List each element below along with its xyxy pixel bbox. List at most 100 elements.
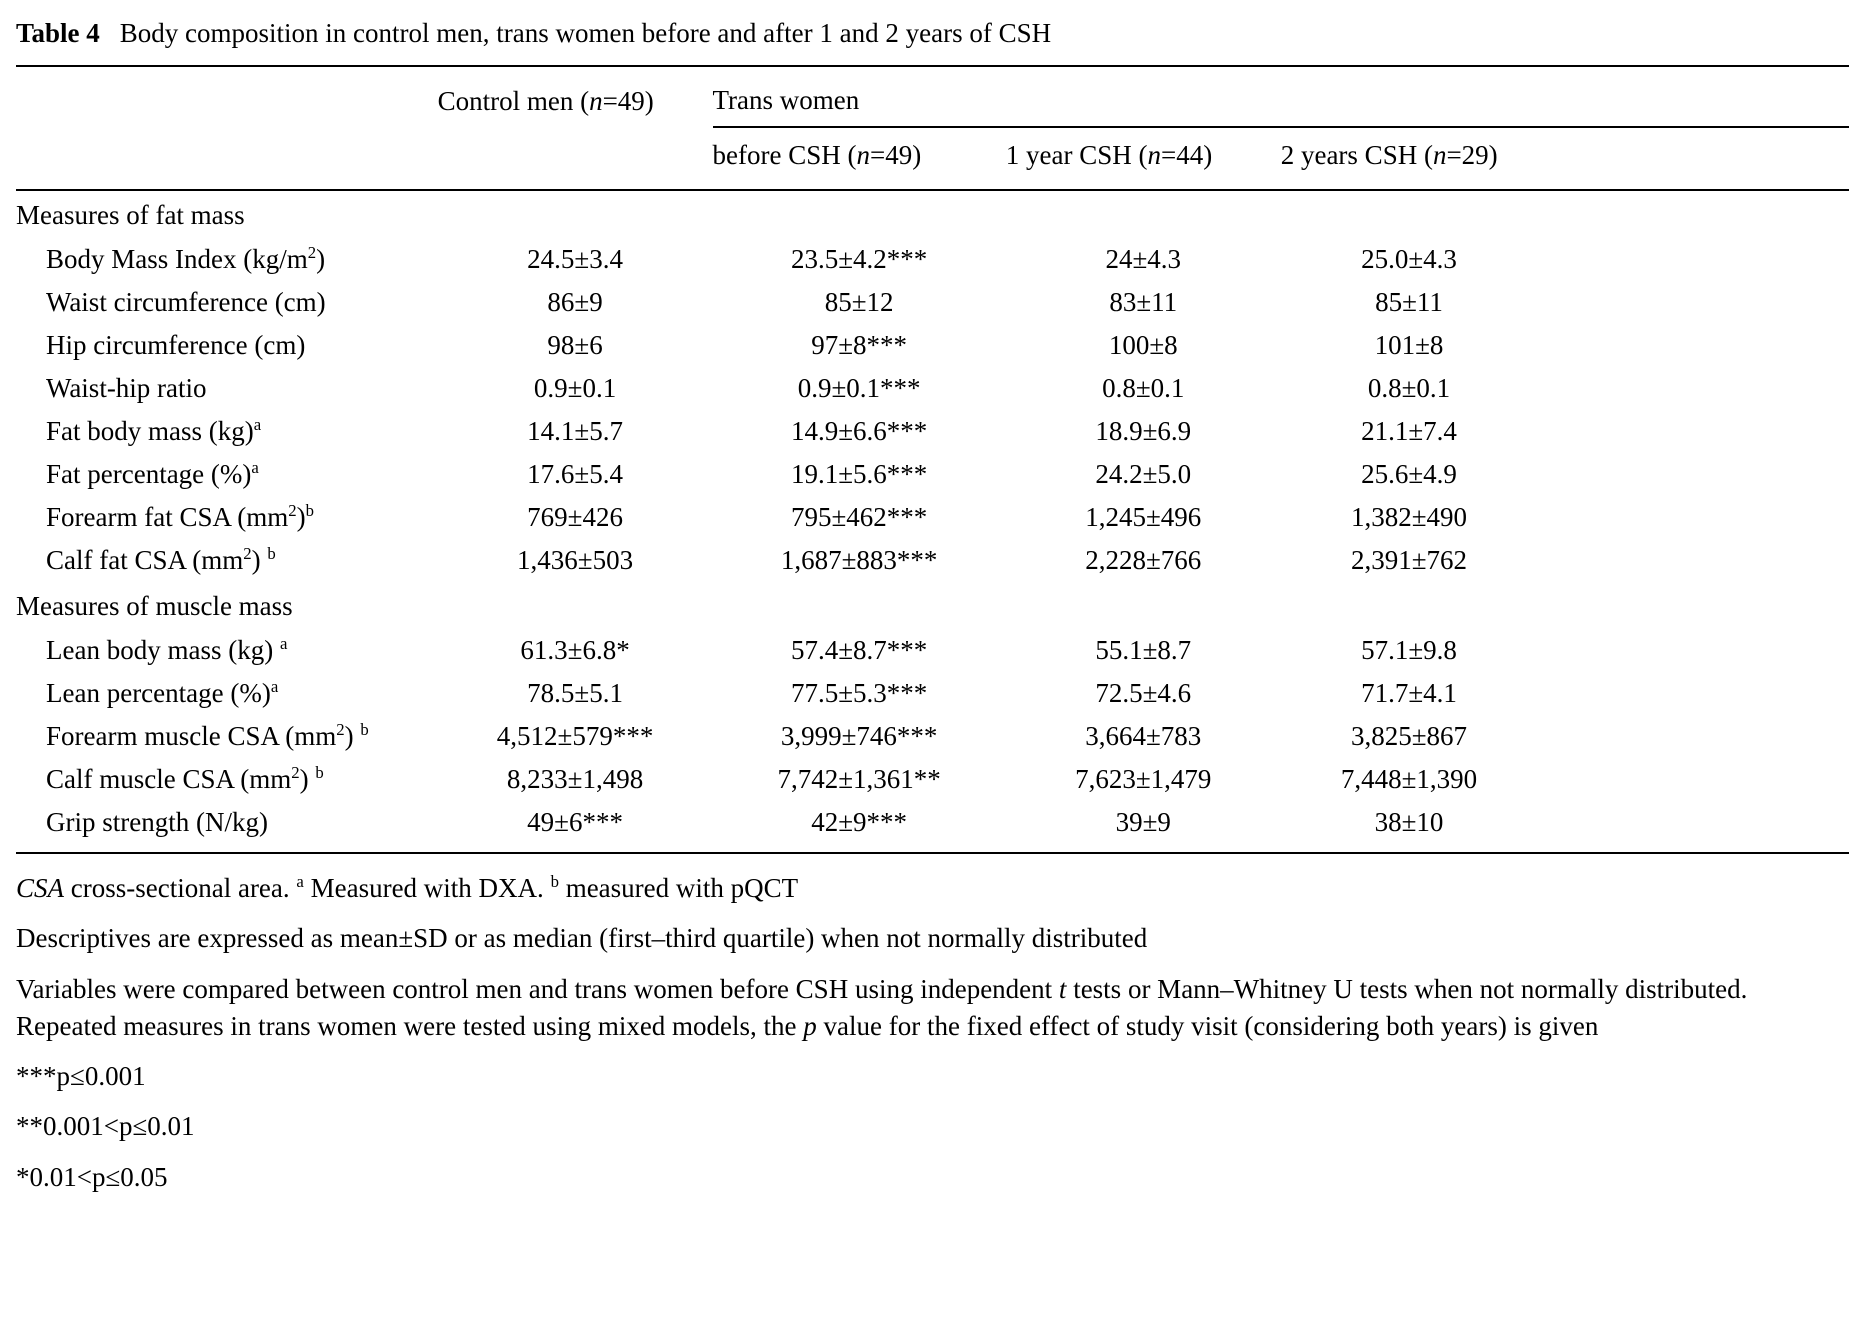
spacer-cell xyxy=(1537,324,1849,367)
spacer-cell xyxy=(1537,367,1849,410)
value-cell: 24±4.3 xyxy=(1105,244,1182,274)
footnote: CSA cross-sectional area. a Measured wit… xyxy=(16,872,799,903)
value-cell: 0.9±0.1*** xyxy=(797,373,921,403)
section-header: Measures of muscle mass xyxy=(16,591,293,621)
table-row: Waist circumference (cm) 86±9 85±12 83±11 85… xyxy=(16,281,1849,324)
section-header-row: Measures of fat mass xyxy=(16,190,1849,238)
value-cell: 14.9±6.6*** xyxy=(790,416,928,446)
column-subheader-1-year-csh: 1 year CSH (n=44) xyxy=(1005,127,1281,191)
value-cell: 2,391±762 xyxy=(1350,545,1468,575)
spacer-cell xyxy=(1537,801,1849,854)
table-row: Forearm fat CSA (mm2)b 769±426 795±462*** 1… xyxy=(16,496,1849,539)
value-cell: 0.8±0.1 xyxy=(1367,373,1451,403)
table-header: Control men (n=49) Trans women before CS… xyxy=(16,67,1849,191)
footnote: Descriptives are expressed as mean±SD or… xyxy=(16,923,1148,954)
value-cell: 86±9 xyxy=(547,287,603,317)
value-cell: 42±9*** xyxy=(712,801,1006,854)
value-cell: 85±12 xyxy=(824,287,894,317)
value-cell: 7,448±1,390 xyxy=(1340,764,1478,794)
table-row: Lean percentage (%)a 78.5±5.1 77.5±5.3*** 7… xyxy=(16,672,1849,715)
value-cell: 55.1±8.7 xyxy=(1095,635,1192,665)
value-cell: 61.3±6.8* xyxy=(520,635,630,665)
section-header: Measures of fat mass xyxy=(16,200,245,230)
value-cell: 83±11 xyxy=(1109,287,1178,317)
value-cell: 98±6 xyxy=(547,330,603,360)
table-row: Waist-hip ratio 0.9±0.1 0.9±0.1*** 0.8±0.1 0… xyxy=(16,367,1849,410)
value-cell: 19.1±5.6*** xyxy=(790,459,928,489)
value-cell: 0.8±0.1 xyxy=(1102,373,1185,403)
value-cell: 21.1±7.4 xyxy=(1361,416,1457,446)
value-cell: 1,687±883*** xyxy=(780,545,938,575)
column-group-header-trans-women: Trans women xyxy=(712,67,1849,128)
row-label: Lean body mass (kg) a xyxy=(46,634,288,665)
value-cell: 24.2±5.0 xyxy=(1095,459,1192,489)
value-cell: 23.5±4.2*** xyxy=(790,244,928,274)
footnote: **0.001<p≤0.01 xyxy=(16,1111,195,1142)
row-label: Fat body mass (kg)a xyxy=(46,415,262,446)
spacer-cell xyxy=(1537,238,1849,281)
value-cell: 71.7±4.1 xyxy=(1361,678,1457,708)
value-cell: 14.1±5.7 xyxy=(527,416,623,446)
table-body: Measures of fat mass Body Mass Index (kg/… xyxy=(16,190,1849,854)
value-cell: 3,825±867 xyxy=(1350,721,1468,751)
value-cell: 49±6*** xyxy=(437,801,713,854)
spacer-cell xyxy=(1537,672,1849,715)
value-cell: 4,512±579*** xyxy=(496,721,654,751)
empty-header-cell xyxy=(437,127,713,191)
value-cell: 18.9±6.9 xyxy=(1095,416,1192,446)
value-cell: 8,233±1,498 xyxy=(506,764,644,794)
row-label: Calf fat CSA (mm2) b xyxy=(46,544,276,575)
table-row: Forearm muscle CSA (mm2) b 4,512±579*** 3,… xyxy=(16,715,1849,758)
value-cell: 78.5±5.1 xyxy=(527,678,623,708)
spacer-cell xyxy=(1537,453,1849,496)
value-cell: 3,664±783 xyxy=(1085,721,1202,751)
spacer-cell xyxy=(1537,539,1849,582)
row-label: Body Mass Index (kg/m2) xyxy=(46,243,326,274)
table-row: Lean body mass (kg) a 61.3±6.8* 57.4±8.7**… xyxy=(16,629,1849,672)
spacer-cell xyxy=(1537,281,1849,324)
table-title-text: Body composition in control men, trans w… xyxy=(119,18,1052,48)
row-label: Calf muscle CSA (mm2) b xyxy=(46,763,324,794)
spacer-cell xyxy=(1537,758,1849,801)
row-label: Waist-hip ratio xyxy=(46,373,207,403)
value-cell: 1,436±503 xyxy=(517,545,634,575)
row-label: Forearm fat CSA (mm2)b xyxy=(46,501,314,532)
value-cell: 38±10 xyxy=(1280,801,1538,854)
footnote: *0.01<p≤0.05 xyxy=(16,1161,168,1192)
section-header-row: Measures of muscle mass xyxy=(16,582,1849,629)
footnote: Variables were compared between control … xyxy=(16,973,1748,1041)
spacer-cell xyxy=(1537,715,1849,758)
row-label: Hip circumference (cm) xyxy=(46,330,306,360)
empty-header-cell xyxy=(16,67,438,127)
value-cell: 77.5±5.3*** xyxy=(790,678,928,708)
value-cell: 72.5±4.6 xyxy=(1095,678,1192,708)
table-caption: Table 4 Body composition in control men, … xyxy=(16,10,1849,67)
empty-header-cell xyxy=(16,127,438,191)
row-label: Forearm muscle CSA (mm2) b xyxy=(46,720,369,751)
value-cell: 101±8 xyxy=(1374,330,1444,360)
row-label: Waist circumference (cm) xyxy=(46,287,326,317)
spacer-cell xyxy=(1537,629,1849,672)
value-cell: 97±8*** xyxy=(811,330,908,360)
value-cell: 17.6±5.4 xyxy=(527,459,623,489)
value-cell: 24.5±3.4 xyxy=(527,244,623,274)
column-header-control-men: Control men (n=49) xyxy=(437,86,654,116)
value-cell: 85±11 xyxy=(1375,287,1443,317)
spacer-cell xyxy=(1537,496,1849,539)
footnote: ***p≤0.001 xyxy=(16,1061,146,1091)
table-row: Calf muscle CSA (mm2) b 8,233±1,498 7,742±… xyxy=(16,758,1849,801)
table-row: Calf fat CSA (mm2) b 1,436±503 1,687±883**… xyxy=(16,539,1849,582)
table-footnotes: CSA cross-sectional area. a Measured wit… xyxy=(16,854,1849,1196)
body-composition-table: Control men (n=49) Trans women before CS… xyxy=(16,67,1849,854)
table-number: Table 4 xyxy=(16,18,100,48)
value-cell: 1,245±496 xyxy=(1085,502,1202,532)
table-row: Body Mass Index (kg/m2) 24.5±3.4 23.5±4.2*… xyxy=(16,238,1849,281)
column-subheader-before-csh: before CSH (n=49) xyxy=(712,127,1006,191)
spacer-header-cell xyxy=(1537,127,1849,191)
value-cell: 3,999±746*** xyxy=(780,721,938,751)
column-subheader-row: before CSH (n=49) 1 year CSH (n=44) 2 ye… xyxy=(16,127,1849,191)
row-label: Lean percentage (%)a xyxy=(46,677,279,708)
value-cell: 39±9 xyxy=(1005,801,1281,854)
value-cell: 57.1±9.8 xyxy=(1361,635,1457,665)
